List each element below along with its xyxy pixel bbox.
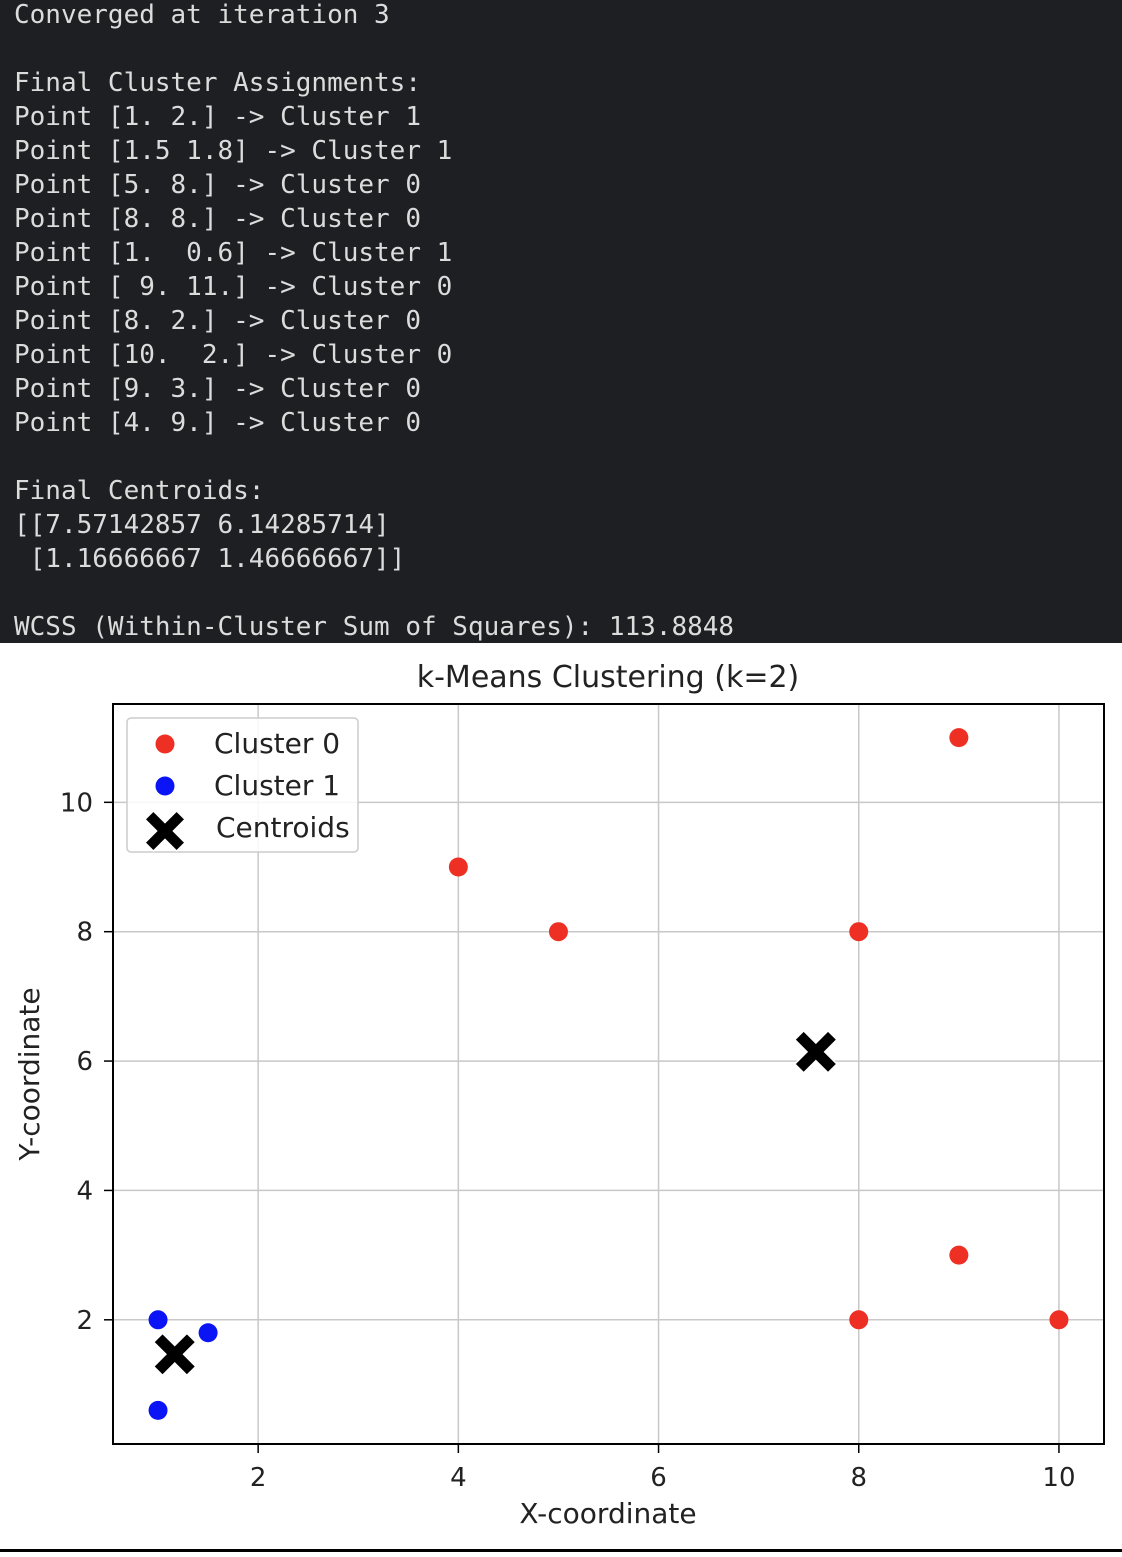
data-point	[548, 922, 568, 942]
x-tick-label: 4	[450, 1463, 467, 1493]
y-tick-label: 4	[76, 1176, 93, 1206]
x-tick-label: 10	[1042, 1463, 1075, 1493]
chart-area: k-Means Clustering (k=2) 2 4 6 8 10 2 4 6 8 10 Cl…	[0, 643, 1122, 1552]
console-line: Point [1. 0.6] -> Cluster 1	[14, 238, 453, 268]
data-point	[198, 1323, 218, 1343]
x-tick-label: 2	[250, 1463, 267, 1493]
centroid-marker	[152, 1332, 197, 1377]
plot-frame	[112, 703, 1105, 1445]
console-line: Final Centroids:	[14, 476, 265, 506]
chart-title: k-Means Clustering (k=2)	[417, 660, 800, 695]
scatter-chart: k-Means Clustering (k=2) 2 4 6 8 10 2 4 6 8 10 Cl…	[13, 660, 1105, 1530]
x-axis-label: X-coordinate	[519, 1497, 696, 1530]
console-line	[14, 576, 1122, 610]
axis-ticks: 2 4 6 8 10 2 4 6 8 10	[60, 788, 1076, 1493]
console-line: Point [1.5 1.8] -> Cluster 1	[14, 136, 453, 166]
data-point	[849, 922, 869, 942]
data-point	[949, 728, 969, 748]
legend-marker-centroids	[143, 809, 187, 853]
console-line: Converged at iteration 3	[14, 0, 390, 30]
y-tick-label: 6	[76, 1047, 93, 1077]
console-line: Point [10. 2.] -> Cluster 0	[14, 340, 453, 370]
console-line: [[7.57142857 6.14285714]	[14, 510, 390, 540]
data-point	[148, 1310, 168, 1330]
x-tick-label: 6	[650, 1463, 667, 1493]
x-tick-label: 8	[850, 1463, 867, 1493]
data-point	[949, 1245, 969, 1265]
grid-lines	[113, 704, 1104, 1444]
y-tick-label: 2	[76, 1306, 93, 1336]
legend-label: Centroids	[216, 811, 350, 844]
console-line: Point [9. 3.] -> Cluster 0	[14, 374, 421, 404]
data-point	[448, 857, 468, 877]
console-output: Converged at iteration 3 Final Cluster As…	[0, 0, 1122, 643]
console-text: Converged at iteration 3 Final Cluster As…	[0, 0, 1122, 643]
y-axis-label: Y-coordinate	[13, 987, 46, 1161]
legend-marker	[155, 776, 175, 796]
bottom-border	[0, 1549, 1122, 1552]
console-line: Final Cluster Assignments:	[14, 68, 421, 98]
console-line: Point [5. 8.] -> Cluster 0	[14, 170, 421, 200]
console-line	[14, 440, 1122, 474]
console-line: Point [4. 9.] -> Cluster 0	[14, 408, 421, 438]
console-line: WCSS (Within-Cluster Sum of Squares): 11…	[14, 612, 735, 642]
legend-label: Cluster 0	[214, 727, 340, 760]
console-line: Point [ 9. 11.] -> Cluster 0	[14, 272, 453, 302]
data-point	[148, 1400, 168, 1420]
legend-label: Cluster 1	[214, 769, 340, 802]
data-point	[849, 1310, 869, 1330]
y-tick-label: 10	[60, 788, 93, 818]
console-line	[14, 32, 1122, 66]
console-line: [1.16666667 1.46666667]]	[14, 544, 406, 574]
data-point	[1049, 1310, 1069, 1330]
data-points	[148, 728, 1069, 1420]
console-line: Point [1. 2.] -> Cluster 1	[14, 102, 421, 132]
legend: Cluster 0 Cluster 1 Centroids	[126, 717, 359, 853]
console-line: Point [8. 8.] -> Cluster 0	[14, 204, 421, 234]
y-tick-label: 8	[76, 918, 93, 948]
console-line: Point [8. 2.] -> Cluster 0	[14, 306, 421, 336]
legend-marker	[155, 734, 175, 754]
centroid-marker	[793, 1029, 838, 1074]
